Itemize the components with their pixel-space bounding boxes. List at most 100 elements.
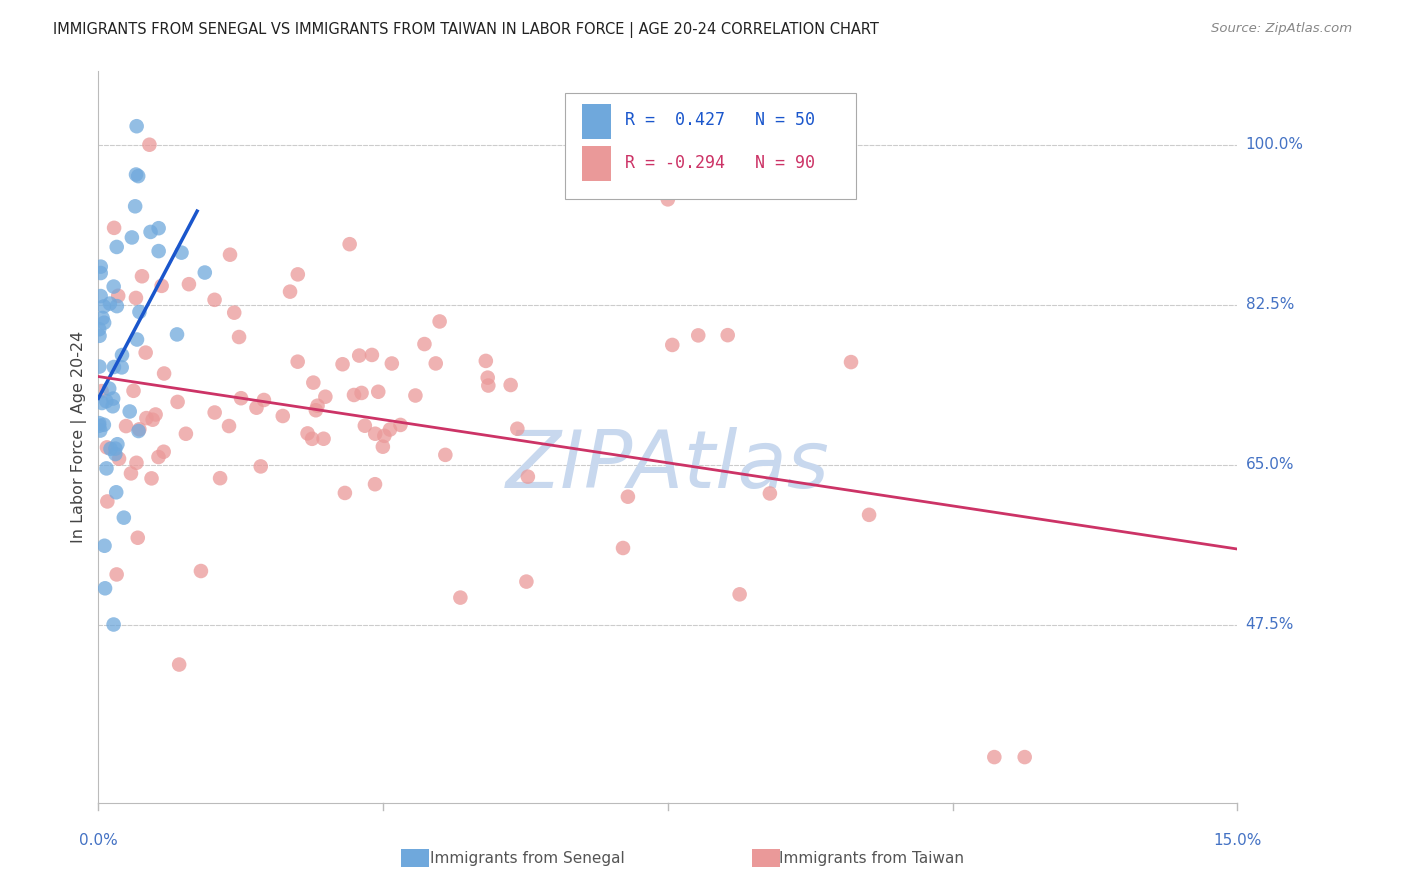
Point [245, 401, 267, 415]
Point [434, 448, 457, 462]
Point [105, 567, 128, 582]
Point [128, 305, 150, 319]
Point [135, 345, 157, 359]
Point [1014, 750, 1036, 764]
Point [429, 314, 451, 328]
Point [339, 237, 361, 252]
Point [204, 405, 226, 419]
Point [297, 426, 319, 441]
Point [381, 357, 404, 371]
Point [107, 437, 129, 451]
Point [91, 396, 114, 410]
Text: 15.0%: 15.0% [1213, 833, 1261, 848]
Text: IMMIGRANTS FROM SENEGAL VS IMMIGRANTS FROM TAIWAN IN LABOR FORCE | AGE 20-24 COR: IMMIGRANTS FROM SENEGAL VS IMMIGRANTS FR… [53, 22, 879, 38]
Point [612, 541, 634, 555]
Point [94, 582, 117, 596]
Text: 100.0%: 100.0% [1246, 137, 1303, 152]
Point [413, 337, 436, 351]
Point [124, 199, 146, 213]
Point [139, 225, 162, 239]
Point [111, 360, 134, 375]
Point [142, 413, 165, 427]
Point [307, 399, 329, 413]
Point [96, 494, 118, 508]
Point [90, 384, 112, 398]
Point [166, 327, 188, 342]
Point [515, 574, 537, 589]
Point [333, 486, 356, 500]
Point [118, 404, 141, 418]
Point [120, 467, 142, 481]
Point [89, 424, 111, 438]
Point [271, 409, 294, 423]
Point [127, 531, 149, 545]
Point [108, 451, 131, 466]
Point [661, 338, 683, 352]
Point [249, 459, 271, 474]
Point [122, 384, 145, 398]
Point [229, 391, 252, 405]
Text: 65.0%: 65.0% [1246, 457, 1294, 472]
Point [107, 289, 129, 303]
Point [194, 266, 217, 280]
Point [499, 378, 522, 392]
Point [350, 386, 373, 401]
Point [105, 240, 128, 254]
Point [475, 354, 498, 368]
Point [93, 300, 115, 314]
Point [135, 411, 157, 425]
Point [90, 289, 112, 303]
Point [389, 417, 412, 432]
Bar [582, 104, 612, 139]
Point [364, 426, 387, 441]
Point [121, 230, 143, 244]
Point [477, 378, 499, 392]
Point [125, 168, 148, 182]
Point [89, 322, 111, 336]
Point [858, 508, 880, 522]
Point [174, 426, 197, 441]
Point [111, 348, 134, 362]
Text: 47.5%: 47.5% [1246, 617, 1294, 632]
Point [253, 392, 276, 407]
Point [170, 245, 193, 260]
FancyBboxPatch shape [565, 94, 856, 200]
Point [166, 395, 188, 409]
Point [131, 269, 153, 284]
Point [343, 388, 366, 402]
Point [759, 486, 782, 500]
Point [104, 442, 127, 456]
Point [90, 266, 112, 280]
Point [371, 440, 394, 454]
Point [125, 291, 148, 305]
Point [449, 591, 471, 605]
Point [105, 485, 128, 500]
Point [302, 376, 325, 390]
Point [89, 416, 111, 430]
Point [190, 564, 212, 578]
Point [104, 447, 127, 461]
Point [98, 296, 121, 310]
Point [148, 221, 170, 235]
Point [93, 539, 115, 553]
Point [218, 419, 240, 434]
Point [103, 617, 125, 632]
Point [657, 193, 679, 207]
Point [96, 461, 118, 475]
Text: 82.5%: 82.5% [1246, 297, 1294, 312]
Point [125, 456, 148, 470]
Point [148, 450, 170, 464]
Point [148, 244, 170, 258]
Point [361, 348, 384, 362]
Point [96, 394, 118, 409]
Point [115, 419, 138, 434]
Text: R = -0.294   N = 90: R = -0.294 N = 90 [624, 153, 814, 172]
Point [839, 355, 862, 369]
Point [287, 268, 309, 282]
Point [112, 510, 135, 524]
Bar [582, 146, 612, 181]
Text: Immigrants from Taiwan: Immigrants from Taiwan [779, 851, 965, 865]
Point [128, 422, 150, 436]
Point [364, 477, 387, 491]
Point [477, 370, 499, 384]
